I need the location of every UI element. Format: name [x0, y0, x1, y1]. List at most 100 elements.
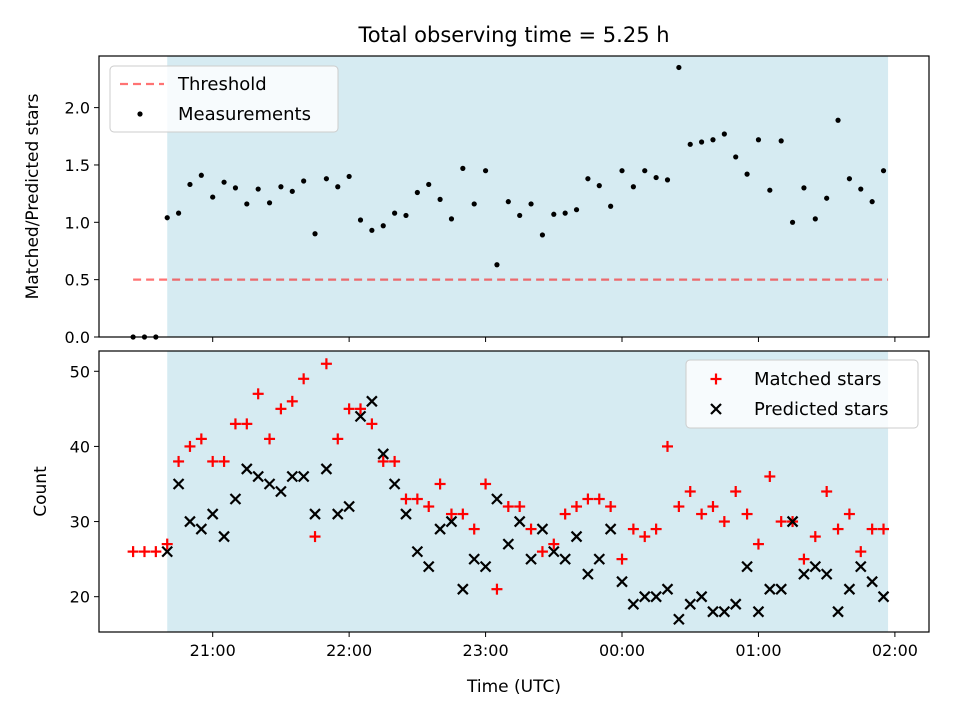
predicted-star-point: [206, 508, 219, 520]
measurement-point: [255, 186, 261, 192]
measurement-point: [403, 212, 409, 219]
matched-star-point: [366, 418, 378, 430]
measurement-point: [653, 174, 659, 181]
matched-star-point: [548, 538, 560, 550]
matched-star-point: [502, 501, 514, 513]
measurement-point: [460, 165, 466, 171]
predicted-star-point: [241, 463, 253, 475]
matched-star-point: [593, 493, 605, 505]
measurement-point: [278, 184, 284, 190]
matched-star-point: [343, 403, 355, 415]
predicted-star-point: [218, 530, 230, 543]
predicted-star-point: [366, 395, 378, 408]
legend-label-measurements: Measurements: [178, 104, 311, 125]
y-tick-label: 50: [70, 362, 90, 381]
predicted-star-point: [161, 545, 173, 558]
measurement-point: [266, 200, 273, 206]
matched-star-point: [650, 523, 662, 535]
predicted-star-point: [525, 553, 537, 565]
predicted-star-point: [275, 485, 287, 498]
measurement-point: [596, 183, 602, 189]
predicted-star-point: [616, 575, 628, 588]
predicted-star-point: [650, 590, 662, 603]
measurement-point: [778, 138, 784, 144]
measurement-point: [755, 137, 762, 143]
matched-star-point: [309, 531, 321, 543]
predicted-star-point: [411, 545, 424, 558]
measurement-point: [767, 187, 773, 193]
predicted-star-point: [468, 553, 480, 565]
matched-star-point: [161, 538, 173, 550]
measurement-point: [323, 176, 329, 182]
matched-star-point: [752, 538, 764, 550]
matched-star-point: [559, 508, 571, 520]
y-tick-label: 20: [70, 588, 90, 607]
measurement-point: [721, 131, 727, 137]
measurement-point: [801, 185, 807, 191]
predicted-star-point: [377, 448, 390, 460]
predicted-star-point: [400, 508, 412, 520]
matched-star-point: [173, 455, 185, 467]
measurement-point: [414, 189, 420, 196]
matched-star-point: [138, 546, 150, 558]
measurement-point: [699, 139, 705, 145]
measurement-point: [210, 194, 216, 200]
predicted-star-point: [195, 523, 208, 535]
predicted-star-point: [513, 515, 526, 528]
legend-box: [109, 65, 339, 133]
matched-star-point: [525, 523, 537, 535]
matched-star-point: [127, 546, 139, 558]
measurement-point: [335, 184, 341, 190]
measurement-point: [676, 64, 682, 71]
predicted-star-point: [638, 590, 651, 603]
measurement-point: [380, 223, 386, 229]
matched-star-point: [389, 455, 401, 467]
predicted-star-point: [457, 583, 469, 595]
matched-star-point: [252, 388, 264, 400]
matched-star-point: [866, 523, 878, 535]
legend-measurement-swatch: [137, 111, 143, 117]
predicted-star-point: [820, 568, 833, 580]
matched-star-point: [229, 418, 241, 430]
predicted-star-point: [309, 508, 321, 520]
predicted-star-point: [855, 560, 867, 573]
measurement-point: [471, 201, 477, 207]
predicted-star-point: [866, 575, 878, 588]
predicted-star-point: [263, 478, 276, 490]
measurement-point: [505, 199, 511, 205]
y-tick-label: 30: [70, 513, 90, 532]
x-tick-label: 22:00: [326, 641, 372, 660]
predicted-star-point: [673, 613, 685, 626]
measurement-point: [369, 227, 375, 233]
legend-matched-swatch: [710, 373, 722, 385]
predicted-star-point: [229, 493, 242, 505]
measurement-point: [664, 177, 671, 183]
y-tick-label: 1.5: [65, 156, 90, 175]
predicted-star-point: [491, 493, 503, 505]
matched-star-point: [491, 583, 503, 595]
measurement-point: [528, 201, 534, 207]
y-axis-label: Count: [31, 466, 51, 517]
measurement-point: [187, 181, 193, 188]
matched-star-point: [536, 546, 548, 558]
measurement-point: [824, 195, 830, 201]
x-axis-label: Time (UTC): [466, 677, 561, 697]
measurement-point: [232, 185, 239, 191]
predicted-star-point: [354, 410, 367, 423]
predicted-star-point: [434, 523, 446, 535]
matched-star-point: [843, 508, 855, 520]
matched-star-point: [627, 523, 639, 535]
measurement-point: [812, 216, 818, 222]
predicted-star-point: [752, 605, 765, 618]
predicted-star-point: [695, 590, 708, 603]
matched-star-point: [241, 418, 253, 430]
predicted-star-point: [809, 560, 822, 573]
y-tick-label: 40: [70, 437, 90, 456]
matched-star-point: [355, 403, 367, 415]
predicted-star-point: [570, 530, 583, 543]
x-tick-label: 21:00: [190, 641, 236, 660]
predicted-star-point: [536, 523, 549, 535]
matched-star-point: [184, 440, 196, 452]
predicted-star-point: [172, 478, 185, 490]
y-tick-label: 0.5: [65, 271, 90, 290]
